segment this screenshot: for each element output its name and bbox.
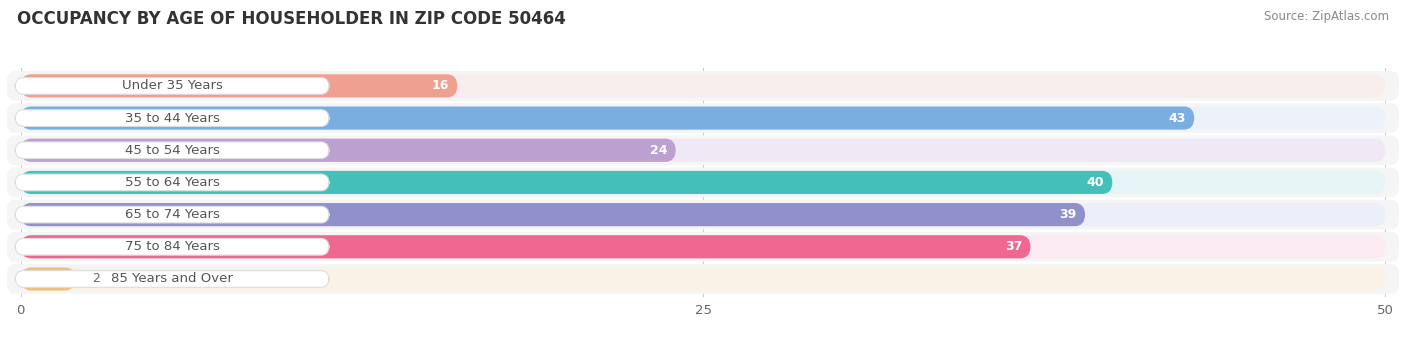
Text: 45 to 54 Years: 45 to 54 Years [125, 144, 219, 157]
Text: 55 to 64 Years: 55 to 64 Years [125, 176, 219, 189]
FancyBboxPatch shape [21, 106, 1194, 130]
FancyBboxPatch shape [21, 267, 1385, 291]
Text: 39: 39 [1060, 208, 1077, 221]
FancyBboxPatch shape [15, 271, 329, 287]
FancyBboxPatch shape [21, 139, 676, 162]
FancyBboxPatch shape [7, 232, 1399, 262]
FancyBboxPatch shape [21, 139, 1385, 162]
FancyBboxPatch shape [15, 238, 329, 255]
Text: 85 Years and Over: 85 Years and Over [111, 272, 233, 285]
Text: 2: 2 [91, 272, 100, 285]
FancyBboxPatch shape [7, 264, 1399, 294]
Text: 35 to 44 Years: 35 to 44 Years [125, 112, 219, 124]
FancyBboxPatch shape [15, 110, 329, 127]
FancyBboxPatch shape [21, 74, 457, 98]
FancyBboxPatch shape [15, 206, 329, 223]
FancyBboxPatch shape [7, 135, 1399, 165]
FancyBboxPatch shape [15, 77, 329, 94]
FancyBboxPatch shape [21, 106, 1385, 130]
Text: Under 35 Years: Under 35 Years [122, 79, 222, 92]
Text: 65 to 74 Years: 65 to 74 Years [125, 208, 219, 221]
FancyBboxPatch shape [21, 203, 1385, 226]
FancyBboxPatch shape [7, 168, 1399, 197]
Text: 40: 40 [1087, 176, 1104, 189]
FancyBboxPatch shape [7, 103, 1399, 133]
FancyBboxPatch shape [21, 235, 1385, 258]
FancyBboxPatch shape [21, 171, 1385, 194]
Text: 16: 16 [432, 79, 449, 92]
FancyBboxPatch shape [21, 203, 1085, 226]
FancyBboxPatch shape [21, 267, 76, 291]
Text: 37: 37 [1005, 240, 1022, 253]
FancyBboxPatch shape [15, 142, 329, 159]
Text: Source: ZipAtlas.com: Source: ZipAtlas.com [1264, 10, 1389, 23]
Text: 75 to 84 Years: 75 to 84 Years [125, 240, 219, 253]
Text: OCCUPANCY BY AGE OF HOUSEHOLDER IN ZIP CODE 50464: OCCUPANCY BY AGE OF HOUSEHOLDER IN ZIP C… [17, 10, 565, 28]
FancyBboxPatch shape [7, 71, 1399, 101]
Text: 43: 43 [1168, 112, 1187, 124]
FancyBboxPatch shape [21, 74, 1385, 98]
FancyBboxPatch shape [21, 171, 1112, 194]
FancyBboxPatch shape [15, 174, 329, 191]
FancyBboxPatch shape [21, 235, 1031, 258]
FancyBboxPatch shape [7, 200, 1399, 229]
Text: 24: 24 [650, 144, 668, 157]
